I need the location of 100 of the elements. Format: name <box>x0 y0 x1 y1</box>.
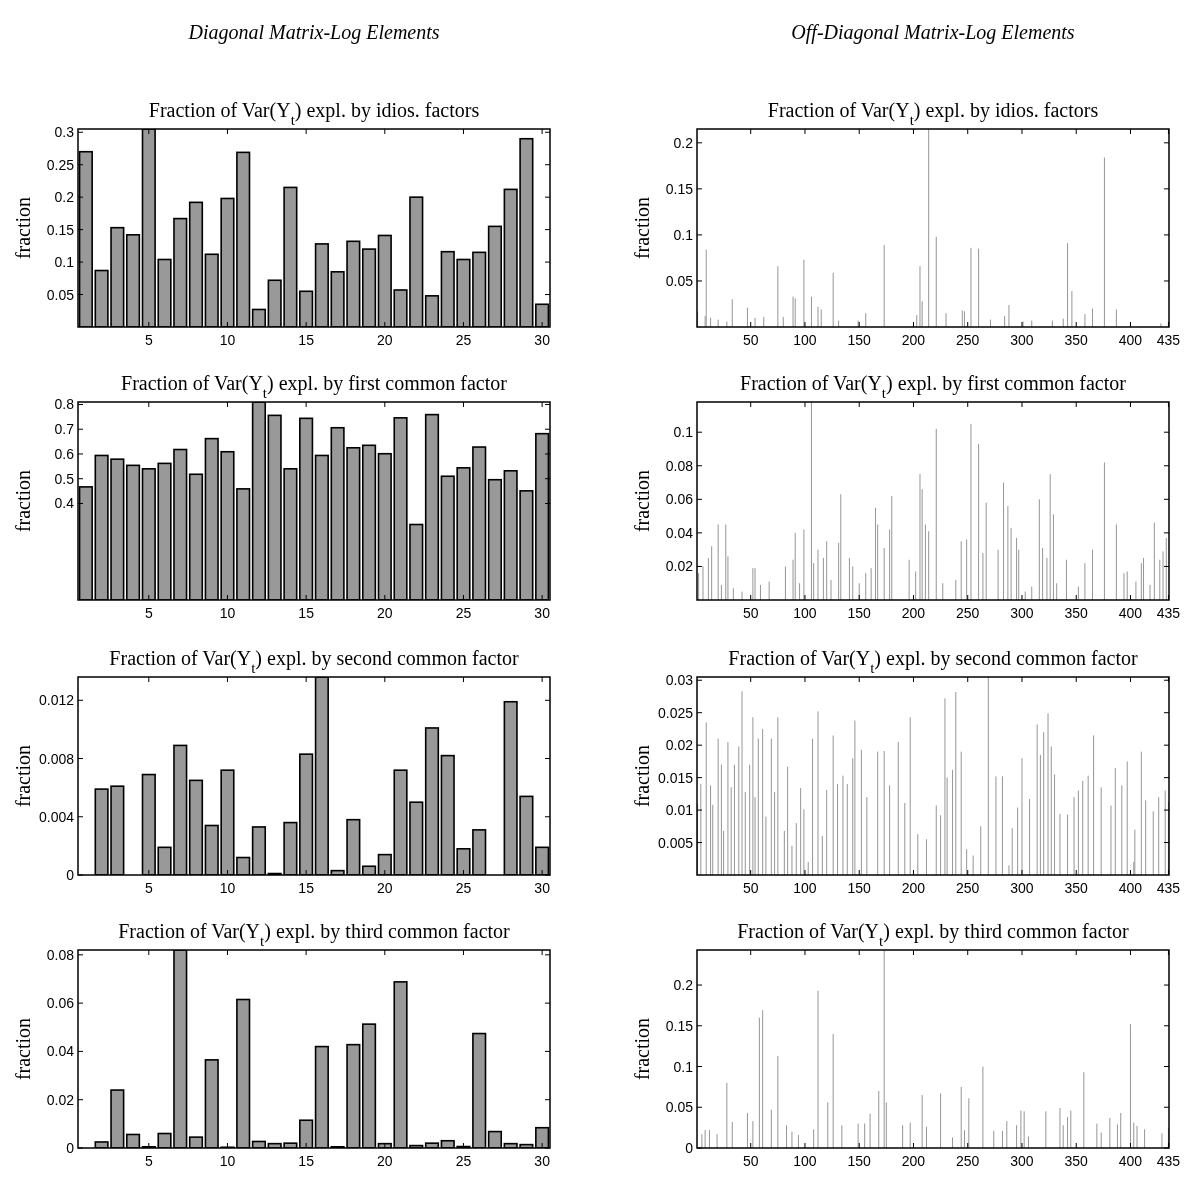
chart-title: Fraction of Var(Y$_{t}$) expl. by idios. factors <box>148 99 480 128</box>
y-axis-title: fraction <box>12 469 34 533</box>
x-tick-label: 20 <box>377 605 393 621</box>
x-tick-label: 250 <box>956 605 980 621</box>
x-tick-label: 5 <box>144 332 153 348</box>
x-tick-label: 300 <box>1010 605 1034 621</box>
x-tick-label: 300 <box>1010 1153 1034 1169</box>
y-axis-title: fraction <box>12 1017 34 1081</box>
y-tick-label: 0.08 <box>665 457 694 474</box>
y-tick-label: 0.7 <box>54 421 75 438</box>
x-tick-label: 15 <box>298 880 315 896</box>
y-tick-label: 0.8 <box>54 396 75 413</box>
x-tick-label: 400 <box>1118 880 1143 896</box>
chart-title: Fraction of Var(Y$_{t}$) expl. by second common factor <box>109 647 519 676</box>
x-tick-label: 250 <box>956 1153 980 1169</box>
chart-title: Fraction of Var(Y$_{t}$) expl. by third common factor <box>737 920 1130 949</box>
x-tick-label: 300 <box>1010 332 1034 348</box>
y-tick-label: 0.01 <box>665 802 694 819</box>
x-tick-label: 435 <box>1156 1153 1181 1169</box>
y-axis-title: fraction <box>12 744 34 808</box>
chart-title: Fraction of Var(Y$_{t}$) expl. by first common factor <box>121 372 508 401</box>
x-tick-label: 10 <box>219 880 236 896</box>
chart-title: Fraction of Var(Y$_{t}$) expl. by second common factor <box>728 647 1138 676</box>
y-tick-label: 0.15 <box>665 180 694 197</box>
x-tick-label: 435 <box>1156 332 1181 348</box>
x-tick-label: 200 <box>901 1153 926 1169</box>
x-tick-label: 25 <box>455 1153 472 1169</box>
x-tick-label: 200 <box>901 880 926 896</box>
text: Diagonal Matrix-Log Elements <box>187 21 440 44</box>
x-tick-label: 150 <box>847 1153 872 1169</box>
x-tick-label: 30 <box>534 1153 551 1169</box>
x-tick-label: 50 <box>742 332 759 348</box>
y-tick-label: 0.025 <box>657 704 694 721</box>
y-tick-label: 0.02 <box>665 737 694 754</box>
y-tick-label: 0.03 <box>665 672 694 689</box>
x-tick-label: 5 <box>144 1153 153 1169</box>
x-tick-label: 400 <box>1118 1153 1143 1169</box>
y-tick-label: 0.04 <box>46 1043 75 1060</box>
y-tick-label: 0.3 <box>54 124 75 141</box>
chart-title: Fraction of Var(Y$_{t}$) expl. by idios. factors <box>767 99 1099 128</box>
x-tick-label: 20 <box>377 1153 393 1169</box>
y-tick-label: 0.02 <box>665 558 694 575</box>
x-tick-label: 435 <box>1156 880 1181 896</box>
y-tick-label: 0.012 <box>38 692 75 709</box>
y-tick-label: 0.06 <box>46 995 75 1012</box>
x-tick-label: 10 <box>219 605 236 621</box>
x-tick-label: 15 <box>298 332 315 348</box>
y-tick-label: 0.015 <box>657 769 694 786</box>
x-tick-label: 300 <box>1010 880 1034 896</box>
y-tick-label: 0.1 <box>673 1058 694 1075</box>
x-tick-label: 20 <box>377 332 393 348</box>
x-tick-label: 150 <box>847 332 872 348</box>
y-tick-label: 0.2 <box>673 977 694 994</box>
x-tick-label: 100 <box>793 1153 817 1169</box>
x-tick-label: 150 <box>847 605 872 621</box>
x-tick-label: 5 <box>144 605 153 621</box>
y-tick-label: 0.2 <box>673 134 694 151</box>
x-tick-label: 5 <box>144 880 153 896</box>
y-tick-label: 0.05 <box>665 1099 694 1116</box>
y-tick-label: 0.005 <box>657 834 694 851</box>
y-axis-title: fraction <box>631 196 653 260</box>
x-tick-label: 350 <box>1064 605 1089 621</box>
x-tick-label: 20 <box>377 880 393 896</box>
y-tick-label: 0.05 <box>665 272 694 289</box>
x-tick-label: 50 <box>742 880 759 896</box>
x-tick-label: 15 <box>298 605 315 621</box>
x-tick-label: 30 <box>534 605 551 621</box>
y-tick-label: 0.5 <box>54 470 75 487</box>
x-tick-label: 100 <box>793 332 817 348</box>
x-tick-label: 350 <box>1064 332 1089 348</box>
x-tick-label: 150 <box>847 880 872 896</box>
y-tick-label: 0.6 <box>54 445 75 462</box>
x-tick-label: 30 <box>534 332 551 348</box>
x-tick-label: 250 <box>956 332 980 348</box>
y-axis-title: fraction <box>631 469 653 533</box>
y-tick-label: 0.15 <box>46 221 75 238</box>
chart-title: Fraction of Var(Y$_{t}$) expl. by first common factor <box>740 372 1127 401</box>
x-tick-label: 200 <box>901 332 926 348</box>
y-tick-label: 0.05 <box>46 286 75 303</box>
chart-title: Fraction of Var(Y$_{t}$) expl. by third common factor <box>118 920 511 949</box>
y-tick-label: 0.1 <box>673 424 694 441</box>
y-tick-label: 0.004 <box>38 808 75 825</box>
x-tick-label: 250 <box>956 880 980 896</box>
x-tick-label: 50 <box>742 1153 759 1169</box>
x-tick-label: 350 <box>1064 880 1089 896</box>
x-tick-label: 400 <box>1118 605 1143 621</box>
x-tick-label: 50 <box>742 605 759 621</box>
x-tick-label: 25 <box>455 880 472 896</box>
y-tick-label: 0.008 <box>38 750 75 767</box>
y-tick-label: 0 <box>685 1140 694 1156</box>
y-tick-label: 0.25 <box>46 156 75 173</box>
text: Off-Diagonal Matrix-Log Elements <box>791 21 1075 44</box>
y-tick-label: 0.4 <box>54 495 75 512</box>
y-tick-label: 0 <box>66 1140 75 1156</box>
x-tick-label: 30 <box>534 880 551 896</box>
x-tick-label: 10 <box>219 1153 236 1169</box>
x-tick-label: 25 <box>455 605 472 621</box>
x-tick-label: 15 <box>298 1153 315 1169</box>
y-tick-label: 0.1 <box>54 254 75 271</box>
y-tick-label: 0.06 <box>665 491 694 508</box>
